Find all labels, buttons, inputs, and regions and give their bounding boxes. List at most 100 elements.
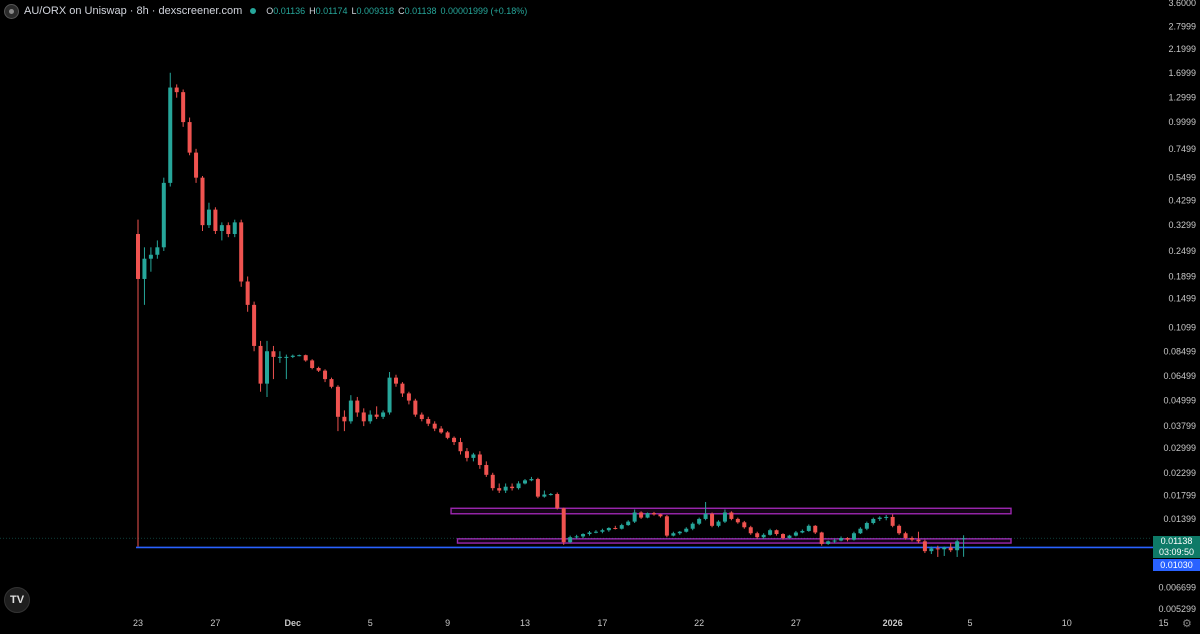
y-tick-label: 0.5499	[1168, 173, 1196, 183]
candle-body	[716, 521, 721, 526]
candle-body	[413, 400, 418, 415]
last-price-value: 0.01138	[1160, 536, 1193, 546]
x-tick-label: 2026	[883, 618, 903, 628]
horizontal-line-price-tag: 0.01030	[1153, 559, 1200, 571]
x-tick-label: 13	[520, 618, 530, 628]
candle-body	[426, 419, 431, 424]
y-tick-label: 0.08499	[1163, 346, 1196, 356]
candle-body	[684, 528, 689, 532]
candle-body	[781, 534, 785, 539]
candle-body	[239, 222, 244, 282]
x-tick-label: 23	[133, 618, 143, 628]
candle-body	[652, 513, 656, 515]
x-tick-label: 5	[368, 618, 373, 628]
x-tick-label: 22	[694, 618, 704, 628]
y-tick-label: 0.1499	[1168, 294, 1196, 304]
candle-body	[619, 525, 624, 529]
y-tick-label: 0.01799	[1163, 491, 1196, 501]
candle-body	[484, 465, 489, 475]
candle-body	[658, 514, 663, 517]
candle-body	[535, 479, 540, 497]
y-tick-label: 0.7499	[1168, 144, 1196, 154]
candle-body	[722, 512, 727, 522]
candle-body	[542, 494, 547, 497]
candle-body	[503, 486, 508, 491]
candle-body	[174, 87, 179, 93]
candle-body	[529, 479, 534, 481]
candle-body	[806, 525, 811, 531]
y-tick-label: 0.4299	[1168, 196, 1196, 206]
candle-body	[942, 547, 947, 550]
candle-body	[581, 534, 586, 537]
tradingview-logo-icon[interactable]: TV	[4, 587, 30, 613]
candle-body	[394, 377, 398, 384]
candle-body	[297, 355, 302, 357]
price-line-layer	[0, 537, 1200, 549]
candle-body	[387, 377, 392, 413]
candle-body	[342, 416, 347, 422]
x-tick-label: 10	[1062, 618, 1072, 628]
candle-body	[206, 209, 211, 226]
settings-gear-icon[interactable]: ⚙	[1182, 618, 1192, 630]
candle-body	[277, 356, 282, 358]
y-tick-label: 3.6000	[1168, 0, 1196, 8]
ohlc-close-key: C	[398, 6, 405, 16]
candle-body	[626, 521, 631, 526]
candle-body	[793, 532, 798, 536]
candle-body	[290, 355, 295, 357]
candle-body	[903, 533, 908, 539]
candle-body	[948, 547, 953, 551]
candle-body	[639, 512, 644, 518]
ohlc-low-key: L	[351, 6, 357, 16]
last-price-tag: 0.01138 03:09:50	[1153, 536, 1200, 558]
candle-body	[729, 512, 734, 519]
candle-body	[568, 537, 573, 543]
y-tick-label: 0.2499	[1168, 246, 1196, 256]
candle-body	[613, 527, 618, 529]
y-tick-label: 0.1099	[1168, 322, 1196, 332]
candle-body	[761, 534, 766, 538]
x-tick-label: 27	[791, 618, 801, 628]
y-tick-label: 1.6999	[1168, 68, 1196, 78]
candle-body	[510, 486, 515, 489]
candle-body	[439, 428, 444, 433]
candle-body	[664, 516, 669, 536]
candle-body	[142, 258, 147, 279]
y-tick-label: 0.005299	[1158, 604, 1196, 614]
candle-body	[877, 517, 882, 519]
candle-body	[832, 540, 837, 542]
candle-body	[748, 527, 753, 534]
candle-body	[890, 516, 895, 526]
candle-body	[755, 533, 760, 538]
candle-body	[851, 533, 856, 540]
candle-body	[316, 367, 321, 371]
candle-body	[271, 351, 276, 357]
candle-body	[735, 518, 740, 523]
candle-body	[884, 516, 889, 518]
x-tick-label: Dec	[285, 618, 302, 628]
chart-legend: AU/ORX on Uniswap · 8h · dexscreener.com…	[4, 3, 531, 19]
candle-body	[548, 494, 553, 496]
candle-body	[329, 379, 334, 387]
candle-body	[361, 412, 366, 422]
y-tick-label: 0.01399	[1163, 514, 1196, 524]
candle-body	[768, 530, 773, 535]
candle-body	[774, 530, 779, 535]
live-status-dot	[250, 8, 257, 14]
candle-body	[245, 281, 250, 305]
candle-body	[845, 538, 850, 540]
y-tick-label: 0.9999	[1168, 117, 1196, 127]
ohlc-change-value: 0.00001999 (+0.18%)	[440, 6, 528, 16]
candle-body	[226, 225, 231, 235]
x-axis: 2327Dec59131722272026510152025Feb	[133, 618, 1169, 628]
candle-body	[600, 530, 605, 532]
candle-body	[258, 345, 263, 384]
chart-title[interactable]: AU/ORX on Uniswap · 8h · dexscreener.com	[24, 5, 243, 17]
candle-body	[574, 536, 579, 538]
candle-body	[690, 523, 695, 529]
candle-body	[265, 351, 269, 384]
candle-body	[303, 355, 308, 361]
y-tick-label: 0.02999	[1163, 443, 1196, 453]
candle-body	[697, 518, 702, 524]
